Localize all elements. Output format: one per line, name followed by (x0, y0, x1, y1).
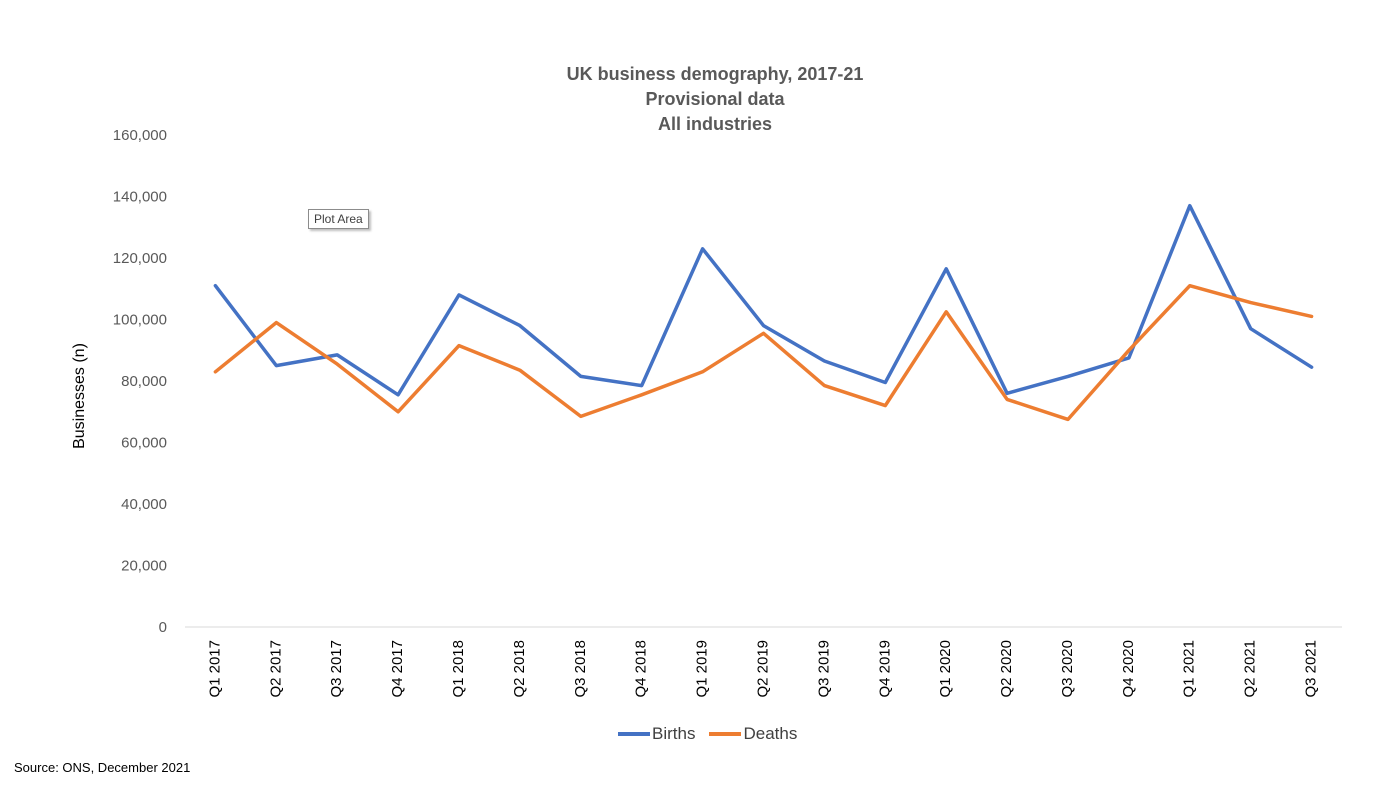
x-tick-label: Q1 2018 (450, 640, 467, 698)
chart-subtitle-2: All industries (657, 114, 773, 134)
x-tick-label: Q2 2018 (511, 640, 528, 698)
x-axis: Q1 2017 Q2 2017 Q3 2017 Q4 2017 Q1 2018 Q2 20… (185, 626, 1342, 698)
x-tick-label: Q1 2021 (1181, 640, 1198, 698)
x-tick-label: Q2 2017 (267, 640, 284, 698)
plot-area-tooltip: Plot Area (308, 209, 369, 229)
legend-swatch (709, 732, 742, 736)
y-tick-label: 120,000 (113, 250, 167, 267)
x-tick-label: Q4 2019 (876, 640, 893, 698)
legend-item-births[interactable]: Births (618, 724, 695, 744)
x-tick-label: Q3 2021 (1303, 640, 1320, 698)
x-tick-label: Q4 2017 (389, 640, 406, 698)
x-tick-label: Q1 2020 (937, 640, 954, 698)
y-tick-label: 140,000 (113, 189, 167, 206)
legend-label: Deaths (743, 724, 798, 743)
x-tick-label: Q3 2018 (572, 640, 589, 698)
series-line-deaths[interactable] (213, 283, 1314, 422)
y-tick-label: 40,000 (121, 496, 167, 513)
y-tick-label: 20,000 (121, 558, 167, 575)
x-tick-label: Q4 2020 (1120, 640, 1137, 698)
y-tick-label: 160,000 (113, 127, 167, 144)
legend: Births Deaths (618, 724, 811, 744)
series-lines (213, 203, 1314, 422)
x-tick-label: Q2 2021 (1242, 640, 1259, 698)
x-tick-label: Q4 2018 (633, 640, 650, 698)
series-line-births[interactable] (213, 203, 1314, 397)
y-tick-label: 0 (159, 619, 167, 636)
chart-subtitle: Provisional data (645, 89, 785, 109)
chart-title: UK business demography, 2017-21 (566, 64, 864, 84)
source-note: Source: ONS, December 2021 (14, 760, 191, 775)
y-tick-label: 80,000 (121, 373, 167, 390)
legend-item-deaths[interactable]: Deaths (709, 724, 797, 744)
x-tick-label: Q2 2019 (754, 640, 771, 698)
y-tick-label: 60,000 (121, 435, 167, 452)
y-tick-label: 100,000 (113, 312, 167, 329)
x-tick-label: Q3 2017 (328, 640, 345, 698)
x-tick-label: Q3 2019 (815, 640, 832, 698)
x-tick-label: Q2 2020 (998, 640, 1015, 698)
x-tick-label: Q3 2020 (1059, 640, 1076, 698)
x-tick-label: Q1 2019 (694, 640, 711, 698)
y-axis: 0 20,000 40,000 60,000 80,000 100,000 120,000 1… (113, 127, 167, 636)
legend-swatch (618, 732, 650, 736)
x-tick-label: Q1 2017 (206, 640, 223, 698)
legend-label: Births (652, 724, 696, 743)
